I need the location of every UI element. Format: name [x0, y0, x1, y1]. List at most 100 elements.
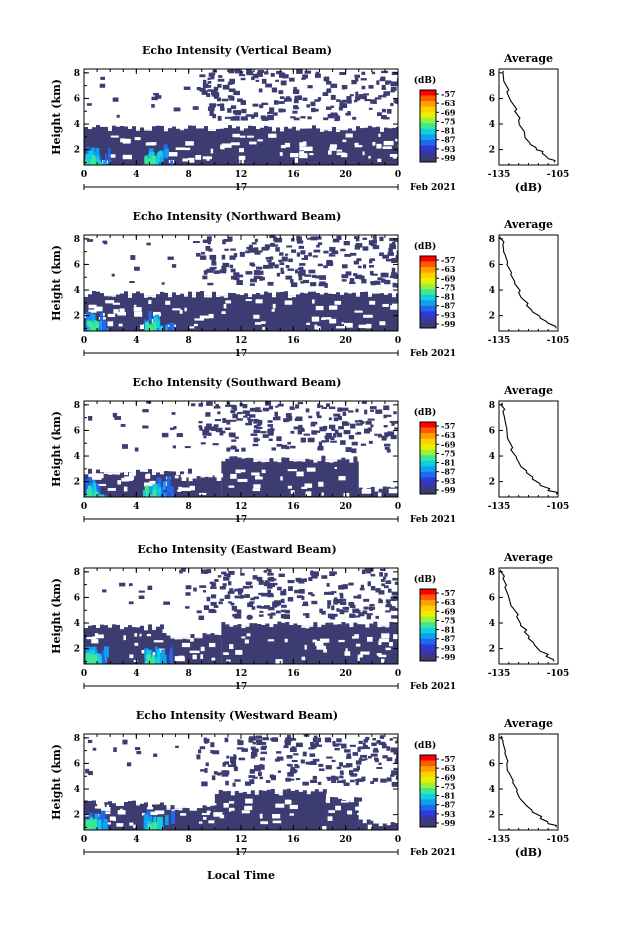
colorbar-swatch [420, 294, 436, 301]
upper-echo-cell [232, 614, 238, 617]
average-x-tick-label: -105 [547, 835, 570, 845]
upper-echo-cell [207, 106, 215, 112]
upper-echo-cell [256, 266, 263, 270]
colorbar-tick-label: -63 [441, 264, 456, 274]
upper-echo-cell [267, 572, 274, 576]
upper-echo-cell [249, 779, 255, 785]
plume-cell [90, 147, 96, 163]
upper-echo-cell [382, 576, 387, 580]
edge-cell [328, 293, 332, 297]
gap-cell [237, 478, 248, 482]
colorbar-swatch [420, 766, 436, 773]
edge-cell [174, 637, 179, 640]
edge-cell [232, 293, 236, 297]
edge-cell [384, 127, 388, 131]
x-tick-label: 4 [133, 170, 139, 180]
colorbar-unit: (dB) [414, 740, 436, 751]
edge-cell [249, 623, 254, 627]
average-y-tick-label: 2 [489, 811, 495, 821]
upper-echo-cell [230, 248, 236, 251]
upper-echo-cell [288, 764, 293, 767]
edge-cell [152, 472, 156, 475]
edge-cell [170, 637, 175, 639]
upper-echo-cell [302, 613, 308, 616]
upper-echo-cell [306, 104, 310, 108]
upper-echo-cell [366, 614, 372, 620]
upper-echo-cell [151, 96, 158, 101]
average-y-tick-label: 4 [489, 785, 495, 795]
gap-cell [189, 650, 200, 654]
upper-echo-cell [230, 758, 235, 763]
colorbar-tick-label: -87 [441, 467, 455, 477]
upper-echo-cell [379, 236, 384, 242]
upper-echo-cell [227, 108, 232, 113]
upper-echo-cell [220, 103, 225, 109]
gap-cell [299, 142, 306, 147]
upper-echo-cell [372, 239, 377, 244]
edge-cell [321, 455, 326, 461]
upper-echo-cell [317, 242, 323, 246]
upper-echo-cell [207, 81, 212, 84]
upper-echo-cell [266, 592, 274, 596]
upper-echo-cell [331, 250, 339, 255]
upper-echo-cell [226, 401, 231, 407]
x-tick-label: 16 [287, 170, 300, 180]
gap-cell [379, 321, 386, 326]
upper-echo-cell [223, 239, 231, 242]
gap-cell [184, 307, 187, 312]
edge-cell [212, 475, 217, 481]
upper-echo-cell [353, 260, 359, 265]
gap-cell [189, 807, 197, 811]
upper-echo-cell [220, 107, 225, 111]
y-tick-label: 4 [74, 619, 80, 629]
plume-cell [93, 161, 98, 165]
average-title: Average [503, 218, 553, 231]
edge-cell [116, 472, 120, 475]
plume-cell [156, 495, 161, 497]
upper-echo-cell [292, 89, 300, 95]
upper-echo-cell [346, 753, 351, 758]
upper-echo-cell [192, 241, 200, 244]
upper-echo-cell [102, 589, 107, 593]
upper-echo-cell [203, 435, 207, 439]
gap-cell [376, 143, 382, 149]
upper-echo-cell [223, 576, 230, 581]
upper-echo-cell [338, 106, 343, 111]
upper-echo-cell [236, 418, 244, 421]
upper-echo-cell [205, 245, 211, 251]
edge-cell [96, 291, 100, 297]
colorbar-swatch [420, 112, 436, 119]
edge-cell [352, 129, 356, 131]
upper-echo-cell [211, 261, 217, 266]
gap-cell [94, 473, 104, 479]
gap-cell [354, 142, 359, 146]
colorbar-unit: (dB) [414, 407, 436, 418]
colorbar-tick-label: -81 [441, 458, 455, 468]
colorbar-frame [419, 255, 437, 329]
edge-cell [212, 129, 216, 132]
panel-title: Echo Intensity (Northward Beam) [133, 210, 342, 223]
edge-cell [273, 459, 278, 462]
upper-echo-cell [381, 272, 389, 278]
upper-echo-cell [263, 570, 268, 573]
colorbar-swatch [420, 427, 436, 434]
average-y-tick-label: 6 [489, 759, 495, 769]
edge-cell [286, 788, 291, 794]
upper-echo-cell [325, 106, 332, 110]
upper-echo-cell [260, 757, 266, 761]
upper-echo-cell [361, 278, 367, 284]
upper-echo-cell [241, 447, 246, 452]
gap-cell [318, 481, 324, 487]
gap-cell [223, 652, 229, 656]
gap-cell [230, 473, 237, 479]
edge-cell [216, 479, 221, 482]
upper-echo-cell [249, 601, 255, 604]
plume-cell [170, 647, 173, 664]
edge-cell [357, 624, 362, 627]
plume-cell [103, 662, 107, 664]
gap-cell [365, 474, 373, 480]
upper-echo-cell [211, 90, 218, 96]
y-tick-label: 4 [74, 452, 80, 462]
gap-cell [393, 634, 398, 640]
gap-cell [304, 483, 313, 488]
